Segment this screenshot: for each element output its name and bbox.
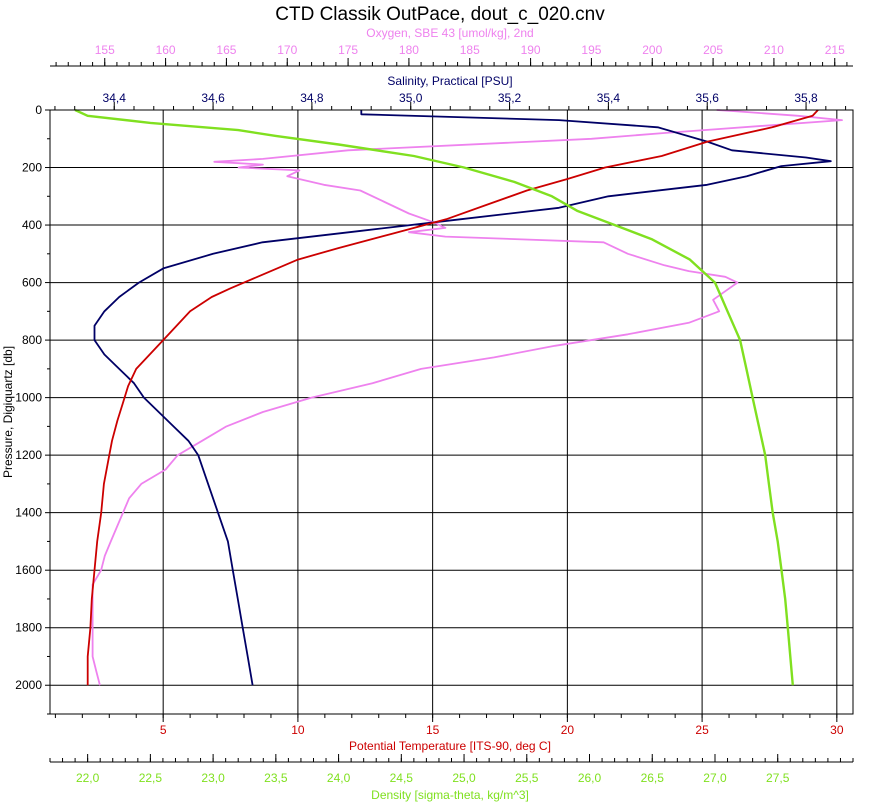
density-tick-label: 25,5 (515, 771, 539, 785)
pressure-tick-label: 1800 (15, 621, 42, 635)
density-tick-label: 24,5 (390, 771, 414, 785)
pressure-tick-label: 400 (22, 218, 42, 232)
salinity-tick-label: 35,4 (597, 91, 621, 105)
chart-title: CTD Classik OutPace, dout_c_020.cnv (275, 4, 605, 25)
oxygen-profile-line (91, 109, 843, 686)
oxygen-tick-label: 200 (642, 43, 662, 57)
density-profile-line (74, 108, 794, 686)
oxygen-tick-label: 210 (764, 43, 784, 57)
pressure-tick-label: 1200 (15, 448, 42, 462)
series-layer (74, 108, 843, 686)
pressure-tick-label: 2000 (15, 678, 42, 692)
density-tick-label: 22,5 (139, 771, 163, 785)
oxygen-tick-label: 170 (277, 43, 297, 57)
salinity-profile-line (93, 110, 832, 686)
salinity-axis-label: Salinity, Practical [PSU] (387, 74, 512, 88)
temperature-axis-label: Potential Temperature [ITS-90, deg C] (349, 739, 551, 753)
oxygen-tick-label: 160 (156, 43, 176, 57)
salinity-tick-label: 34,4 (103, 91, 127, 105)
grid-layer (50, 109, 853, 714)
density-tick-label: 27,5 (766, 771, 790, 785)
salinity-tick-label: 34,6 (201, 91, 225, 105)
pressure-tick-label: 800 (22, 333, 42, 347)
oxygen-tick-label: 155 (95, 43, 115, 57)
temperature-tick-label: 15 (426, 723, 440, 737)
oxygen-tick-label: 175 (338, 43, 358, 57)
density-tick-label: 22,0 (76, 771, 100, 785)
salinity-tick-label: 35,6 (696, 91, 720, 105)
oxygen-tick-label: 195 (581, 43, 601, 57)
density-tick-label: 24,0 (327, 771, 351, 785)
pressure-tick-label: 200 (22, 161, 42, 175)
pressure-axis-label: Pressure, Digiquartz [db] (1, 346, 15, 478)
temperature-tick-label: 25 (695, 723, 709, 737)
oxygen-tick-label: 180 (399, 43, 419, 57)
temperature-tick-label: 20 (561, 723, 575, 737)
pressure-tick-label: 1600 (15, 563, 42, 577)
salinity-tick-label: 34,8 (300, 91, 324, 105)
density-axis-label: Density [sigma-theta, kg/m^3] (371, 788, 529, 802)
oxygen-axis-label: Oxygen, SBE 43 [umol/kg], 2nd (366, 26, 533, 40)
temperature-profile-line (86, 109, 819, 686)
density-tick-label: 26,5 (641, 771, 665, 785)
temperature-tick-label: 5 (160, 723, 167, 737)
oxygen-tick-label: 165 (216, 43, 236, 57)
pressure-tick-label: 0 (35, 103, 42, 117)
oxygen-tick-label: 205 (703, 43, 723, 57)
temperature-tick-label: 30 (830, 723, 844, 737)
salinity-tick-label: 35,0 (399, 91, 423, 105)
plot-frame (49, 109, 854, 715)
density-tick-label: 27,0 (703, 771, 727, 785)
oxygen-tick-label: 215 (825, 43, 845, 57)
pressure-tick-label: 1000 (15, 391, 42, 405)
salinity-tick-label: 35,2 (498, 91, 522, 105)
oxygen-tick-label: 185 (460, 43, 480, 57)
density-tick-label: 26,0 (578, 771, 602, 785)
density-tick-label: 23,5 (264, 771, 288, 785)
density-tick-label: 25,0 (452, 771, 476, 785)
oxygen-tick-label: 190 (521, 43, 541, 57)
temperature-tick-label: 10 (291, 723, 305, 737)
axes-layer: 0200400600800100012001400160018002000155… (15, 43, 854, 785)
salinity-tick-label: 35,8 (794, 91, 818, 105)
pressure-tick-label: 1400 (15, 506, 42, 520)
pressure-tick-label: 600 (22, 276, 42, 290)
density-tick-label: 23,0 (201, 771, 225, 785)
